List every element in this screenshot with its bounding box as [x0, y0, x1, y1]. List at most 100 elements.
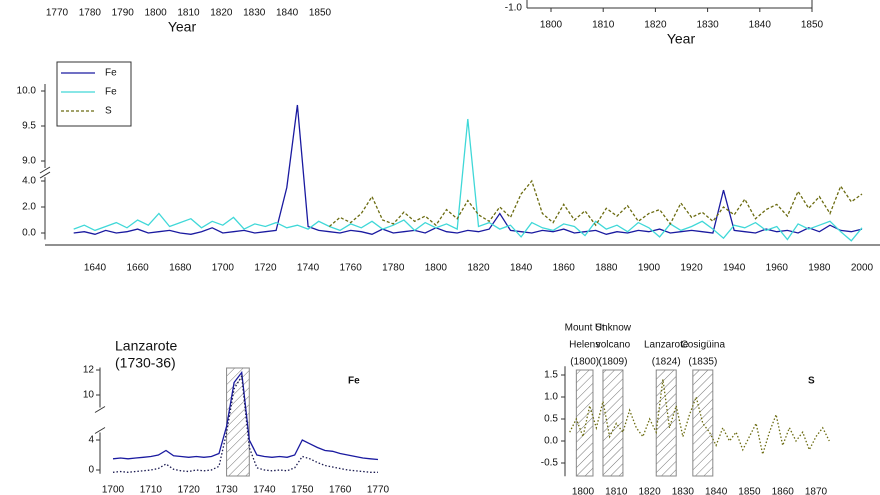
axis-break	[94, 406, 106, 413]
x-tick-label: 1860	[553, 263, 576, 274]
y-tick-label: -1.0	[505, 3, 523, 14]
x-tick-label: 1750	[291, 485, 314, 495]
x-tick-label: 1660	[126, 263, 149, 274]
panel-annotation: S	[808, 376, 815, 387]
x-tick-label: 1740	[297, 263, 320, 274]
x-tick-label: 1780	[382, 263, 405, 274]
x-tick-label: 1880	[595, 263, 618, 274]
x-tick-label: 1720	[254, 263, 277, 274]
span-label: Cosigüina	[681, 340, 726, 351]
x-tick-label: 1720	[178, 485, 201, 495]
x-tick-label: 1820	[467, 263, 490, 274]
span	[655, 369, 677, 477]
x-tick-label: 1830	[696, 20, 719, 31]
y-tick-label: 10	[83, 390, 95, 401]
x-tick-label: 1840	[705, 487, 728, 495]
span	[575, 369, 594, 477]
y-tick-label: 10.0	[17, 86, 37, 97]
x-tick-label: 1820	[644, 20, 667, 31]
y-tick-label: 12	[83, 365, 95, 376]
panel-annotation: Fe	[348, 376, 360, 387]
x-tick-label: 1840	[510, 263, 533, 274]
x-axis-label: Year	[168, 19, 197, 35]
span-label: Helens	[569, 340, 600, 351]
axis-break	[39, 166, 51, 174]
x-tick-label: 1920	[680, 263, 703, 274]
x-tick-label: 1940	[723, 263, 746, 274]
x-tick-label: 2000	[851, 263, 874, 274]
x-tick-label: 1710	[140, 485, 163, 495]
axis-break	[39, 171, 51, 179]
y-tick-label: 1.0	[544, 392, 558, 403]
x-tick-label: 1980	[808, 263, 831, 274]
y-tick-label: 4.0	[22, 176, 36, 187]
y-tick-label: 0	[88, 465, 94, 476]
y-tick-label: 4	[88, 435, 94, 446]
panel-subtitle: (1730-36)	[115, 355, 176, 371]
span-label: (1800)	[570, 357, 599, 368]
x-tick-label: 1790	[112, 8, 135, 19]
series-line	[73, 104, 863, 235]
span-label: (1824)	[652, 357, 681, 368]
y-tick-label: 9.5	[22, 121, 36, 132]
x-tick-label: 1800	[145, 8, 168, 19]
y-tick-label: 0.0	[544, 436, 558, 447]
x-tick-label: 1850	[738, 487, 761, 495]
x-tick-label: 1850	[801, 20, 824, 31]
x-tick-label: 1700	[102, 485, 125, 495]
span-label: Unknow	[595, 323, 632, 334]
series-line	[569, 379, 830, 457]
span-label: volcano	[596, 340, 631, 351]
x-tick-label: 1640	[84, 263, 107, 274]
x-tick-label: 1840	[749, 20, 772, 31]
x-tick-label: 1760	[340, 263, 363, 274]
x-tick-label: 1800	[572, 487, 595, 495]
y-tick-label: -0.5	[541, 458, 559, 469]
legend-box	[56, 61, 132, 127]
x-tick-label: 1900	[638, 263, 661, 274]
x-tick-label: 1850	[309, 8, 332, 19]
x-tick-label: 1810	[177, 8, 200, 19]
legend-label: Fe	[105, 87, 117, 98]
x-tick-label: 1780	[79, 8, 102, 19]
series-line	[112, 370, 379, 461]
span-label: Mount St	[565, 323, 605, 334]
x-tick-label: 1870	[805, 487, 828, 495]
span-label: (1835)	[688, 357, 717, 368]
x-tick-label: 1860	[772, 487, 795, 495]
x-tick-label: 1840	[276, 8, 299, 19]
x-tick-label: 1830	[672, 487, 695, 495]
y-tick-label: 0.5	[544, 414, 558, 425]
span	[692, 369, 714, 477]
x-tick-label: 1800	[540, 20, 563, 31]
series-line	[328, 179, 863, 227]
x-tick-label: 1820	[638, 487, 661, 495]
span	[226, 367, 250, 477]
x-tick-label: 1770	[46, 8, 69, 19]
span-label: (1809)	[599, 357, 628, 368]
x-tick-label: 1820	[210, 8, 233, 19]
x-tick-label: 1740	[253, 485, 276, 495]
x-tick-label: 1680	[169, 263, 192, 274]
y-tick-label: 1.5	[544, 370, 558, 381]
x-tick-label: 1700	[212, 263, 235, 274]
x-tick-label: 1810	[605, 487, 628, 495]
x-tick-label: 1730	[215, 485, 238, 495]
x-tick-label: 1830	[243, 8, 266, 19]
legend-label: Fe	[105, 68, 117, 79]
span	[602, 369, 624, 477]
x-axis-label: Year	[667, 31, 696, 47]
y-tick-label: 9.0	[22, 156, 36, 167]
axis-break	[94, 427, 106, 434]
series-line	[73, 118, 863, 242]
x-tick-label: 1810	[592, 20, 615, 31]
y-tick-label: 2.0	[22, 202, 36, 213]
y-tick-label: 0.0	[22, 228, 36, 239]
x-tick-label: 1800	[425, 263, 448, 274]
panel-title: Lanzarote	[115, 338, 177, 354]
legend-label: S	[105, 106, 112, 117]
x-tick-label: 1760	[329, 485, 352, 495]
x-tick-label: 1770	[367, 485, 390, 495]
span-label: Lanzarote	[644, 340, 689, 351]
